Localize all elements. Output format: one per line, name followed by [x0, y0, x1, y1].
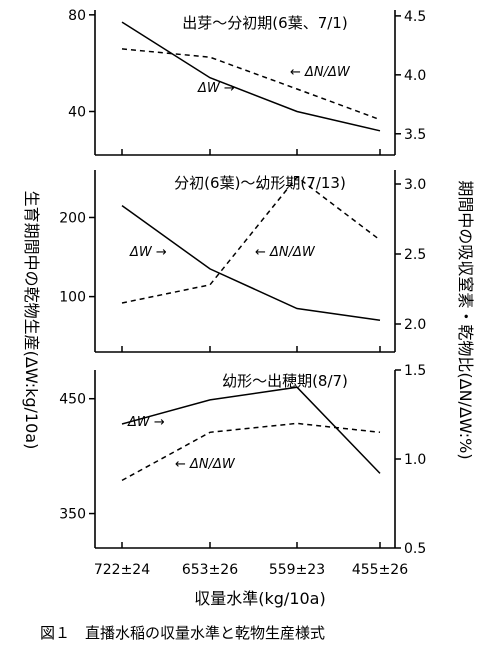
series-dw-line: [121, 204, 381, 322]
panel-3: 350 450 0.5 1.0 1.5 幼形～出穂期(8/7) ΔW → ← ΔN/ΔW: [59, 363, 426, 557]
series-dndw-line: [121, 175, 381, 304]
left-tick-label: 450: [59, 392, 86, 408]
x-tick-label: 455±26: [352, 562, 408, 578]
left-tick-label: 40: [68, 105, 86, 121]
series-label-dndw: ← ΔN/ΔW: [175, 457, 236, 472]
y-axis-title-left: 生育期間中の乾物生産(ΔW:kg/10a): [22, 191, 41, 450]
right-tick-label: 0.5: [404, 541, 426, 557]
series-label-dw: ΔW →: [197, 81, 235, 96]
right-tick-label: 4.5: [404, 9, 426, 25]
right-tick-label: 3.0: [404, 177, 426, 193]
right-tick-label: 4.0: [404, 68, 426, 84]
left-tick-label: 100: [59, 290, 86, 306]
left-tick-label: 80: [68, 8, 86, 24]
series-label-dw: ΔW →: [129, 245, 167, 260]
left-tick-label: 200: [59, 210, 86, 226]
panel-title: 出芽～分初期(6葉、7/1): [182, 14, 347, 32]
series-dw-line: [121, 386, 381, 474]
x-tick-label: 722±24: [94, 562, 150, 578]
panel-1: 40 80 3.5 4.0 4.5 出芽～分初期(6葉、7/1) ΔW → ← ΔN/ΔW: [68, 8, 426, 156]
series-label-dndw: ← ΔN/ΔW: [290, 65, 351, 80]
series-dndw-line: [121, 422, 381, 482]
series-label-dndw: ← ΔN/ΔW: [255, 245, 316, 260]
right-tick-label: 1.5: [404, 363, 426, 379]
series-dndw-line: [121, 48, 381, 121]
right-tick-label: 1.0: [404, 452, 426, 468]
x-tick-label: 653±26: [182, 562, 238, 578]
y-axis-title-right: 期間中の吸収窒素・乾物比(ΔN/ΔW:%): [456, 180, 475, 459]
series-label-dw: ΔW →: [127, 415, 165, 430]
panel-title: 分初(6葉)～幼形期(7/13): [174, 174, 346, 192]
x-axis-title: 収量水準(kg/10a): [194, 589, 325, 608]
left-tick-label: 350: [59, 507, 86, 523]
right-tick-label: 2.0: [404, 317, 426, 333]
x-tick-label: 559±23: [269, 562, 325, 578]
series-dw-line: [121, 21, 381, 132]
right-tick-label: 2.5: [404, 247, 426, 263]
right-tick-label: 3.5: [404, 127, 426, 143]
panel-title: 幼形～出穂期(8/7): [222, 372, 348, 390]
panel-2: 100 200 2.0 2.5 3.0 分初(6葉)～幼形期(7/13) ΔW → ← ΔN/…: [59, 170, 426, 353]
figure-caption: 図１ 直播水稲の収量水準と乾物生産様式: [40, 624, 325, 642]
